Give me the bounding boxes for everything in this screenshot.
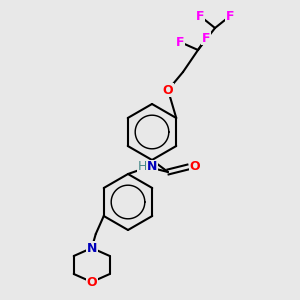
Text: O: O: [86, 275, 97, 289]
Text: H: H: [137, 160, 147, 173]
Text: F: F: [226, 10, 234, 22]
Text: O: O: [163, 83, 173, 97]
Text: N: N: [87, 242, 97, 254]
Text: O: O: [190, 160, 200, 173]
Text: F: F: [176, 35, 184, 49]
Text: F: F: [202, 32, 210, 44]
Text: F: F: [196, 10, 204, 22]
Text: N: N: [147, 160, 157, 173]
